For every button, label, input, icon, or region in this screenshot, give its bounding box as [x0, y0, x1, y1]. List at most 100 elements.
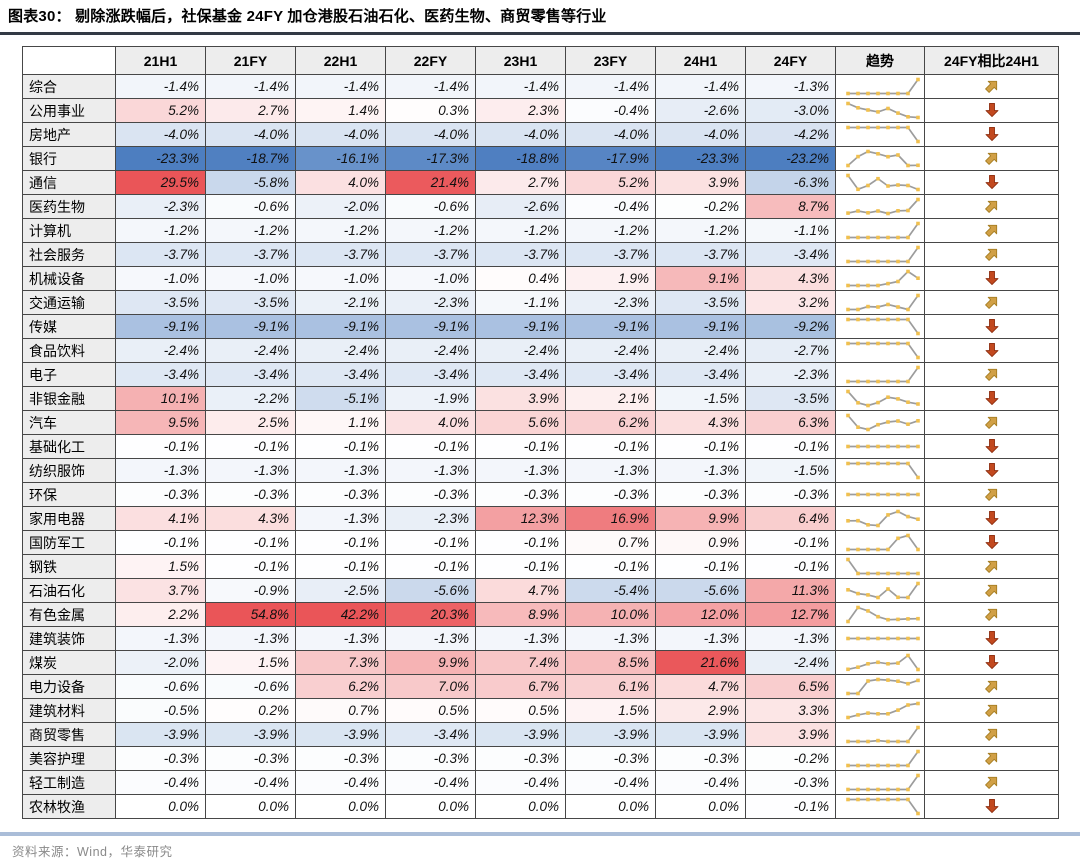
up-right-arrow-icon: [984, 417, 997, 430]
row-label: 电力设备: [22, 674, 116, 699]
up-right-arrow-icon: [984, 201, 997, 214]
value-cell: -0.1%: [475, 530, 566, 555]
trend-cell: [835, 314, 925, 339]
table-row: 家用电器 4.1% 4.3% -1.3% -2.3% 12.3% 16.9% 9.9% 6.4%: [22, 506, 1059, 531]
value-cell: 54.8%: [205, 602, 296, 627]
trend-cell: [835, 626, 925, 651]
row-label: 综合: [22, 74, 116, 99]
value-cell: -4.0%: [295, 122, 386, 147]
table-row: 食品饮料 -2.4% -2.4% -2.4% -2.4% -2.4% -2.4% -2.4% -…: [22, 338, 1059, 363]
value-cell: -2.4%: [295, 338, 386, 363]
table-row: 计算机 -1.2% -1.2% -1.2% -1.2% -1.2% -1.2% -1.2% -1…: [22, 218, 1059, 243]
value-cell: -2.4%: [115, 338, 206, 363]
value-cell: 0.7%: [295, 698, 386, 723]
down-arrow-icon: [985, 655, 998, 670]
trend-cell: [835, 386, 925, 411]
value-cell: -3.7%: [115, 242, 206, 267]
value-cell: -0.4%: [295, 770, 386, 795]
table-row: 传媒 -9.1% -9.1% -9.1% -9.1% -9.1% -9.1% -9.1% -9.…: [22, 314, 1059, 339]
table-row: 商贸零售 -3.9% -3.9% -3.9% -3.4% -3.9% -3.9% -3.9% 3…: [22, 722, 1059, 747]
value-cell: -3.7%: [205, 242, 296, 267]
value-cell: 2.3%: [475, 98, 566, 123]
value-cell: -3.9%: [115, 722, 206, 747]
col-header-24H1: 24H1: [655, 46, 746, 75]
trend-cell: [835, 98, 925, 123]
value-cell: 1.5%: [115, 554, 206, 579]
value-cell: -2.4%: [565, 338, 656, 363]
value-cell: -23.3%: [655, 146, 746, 171]
value-cell: -9.1%: [115, 314, 206, 339]
table-body: 综合 -1.4% -1.4% -1.4% -1.4% -1.4% -1.4% -1.4% -1.…: [22, 74, 1059, 819]
row-label: 机械设备: [22, 266, 116, 291]
trend-cell: [835, 410, 925, 435]
value-cell: -0.3%: [295, 746, 386, 771]
value-cell: 9.9%: [655, 506, 746, 531]
trend-cell: [835, 554, 925, 579]
value-cell: -4.0%: [655, 122, 746, 147]
value-cell: -4.0%: [475, 122, 566, 147]
row-label: 石油石化: [22, 578, 116, 603]
value-cell: -3.4%: [655, 362, 746, 387]
value-cell: -0.1%: [745, 554, 836, 579]
value-cell: 0.0%: [565, 794, 656, 819]
value-cell: -0.1%: [475, 434, 566, 459]
value-cell: -2.4%: [655, 338, 746, 363]
row-label: 钢铁: [22, 554, 116, 579]
table-row: 基础化工 -0.1% -0.1% -0.1% -0.1% -0.1% -0.1% -0.1% -…: [22, 434, 1059, 459]
row-label: 国防军工: [22, 530, 116, 555]
row-label: 交通运输: [22, 290, 116, 315]
table-row: 建筑装饰 -1.3% -1.3% -1.3% -1.3% -1.3% -1.3% -1.3% -…: [22, 626, 1059, 651]
compare-arrow-cell: [924, 794, 1059, 819]
value-cell: -0.1%: [385, 554, 476, 579]
down-arrow-icon: [985, 439, 998, 454]
value-cell: -0.1%: [655, 554, 746, 579]
trend-cell: [835, 362, 925, 387]
table-row: 银行 -23.3% -18.7% -16.1% -17.3% -18.8% -17.9% -2…: [22, 146, 1059, 171]
compare-arrow-cell: [924, 194, 1059, 219]
compare-arrow-cell: [924, 242, 1059, 267]
row-label: 计算机: [22, 218, 116, 243]
value-cell: -1.2%: [565, 218, 656, 243]
compare-arrow-cell: [924, 434, 1059, 459]
value-cell: -1.3%: [655, 458, 746, 483]
value-cell: 11.3%: [745, 578, 836, 603]
down-arrow-icon: [985, 631, 998, 646]
trend-cell: [835, 338, 925, 363]
up-right-arrow-icon: [984, 369, 997, 382]
value-cell: -3.7%: [295, 242, 386, 267]
value-cell: -9.1%: [295, 314, 386, 339]
compare-arrow-cell: [924, 722, 1059, 747]
value-cell: -0.1%: [295, 530, 386, 555]
up-right-arrow-icon: [984, 81, 997, 94]
value-cell: -3.5%: [115, 290, 206, 315]
value-cell: 2.5%: [205, 410, 296, 435]
down-arrow-icon: [985, 343, 998, 358]
value-cell: -0.1%: [295, 434, 386, 459]
value-cell: -1.3%: [295, 626, 386, 651]
up-right-arrow-icon: [984, 249, 997, 262]
value-cell: -1.4%: [115, 74, 206, 99]
value-cell: -9.1%: [565, 314, 656, 339]
value-cell: -1.2%: [205, 218, 296, 243]
value-cell: -3.0%: [745, 98, 836, 123]
row-label: 轻工制造: [22, 770, 116, 795]
value-cell: -5.6%: [655, 578, 746, 603]
value-cell: -23.2%: [745, 146, 836, 171]
table-row: 综合 -1.4% -1.4% -1.4% -1.4% -1.4% -1.4% -1.4% -1.…: [22, 74, 1059, 99]
value-cell: 9.1%: [655, 266, 746, 291]
trend-sparkline: [846, 293, 920, 312]
down-arrow-icon: [985, 511, 998, 526]
table-row: 非银金融 10.1% -2.2% -5.1% -1.9% 3.9% 2.1% -1.5% -3.…: [22, 386, 1059, 411]
value-cell: -3.9%: [205, 722, 296, 747]
trend-sparkline: [846, 173, 920, 192]
value-cell: 0.2%: [205, 698, 296, 723]
value-cell: 4.0%: [295, 170, 386, 195]
value-cell: -3.5%: [205, 290, 296, 315]
value-cell: -0.2%: [655, 194, 746, 219]
up-right-arrow-icon: [984, 609, 997, 622]
table-row: 纺织服饰 -1.3% -1.3% -1.3% -1.3% -1.3% -1.3% -1.3% -…: [22, 458, 1059, 483]
value-cell: -0.4%: [475, 770, 566, 795]
up-right-arrow-icon: [984, 681, 997, 694]
row-label: 传媒: [22, 314, 116, 339]
value-cell: -0.1%: [295, 554, 386, 579]
